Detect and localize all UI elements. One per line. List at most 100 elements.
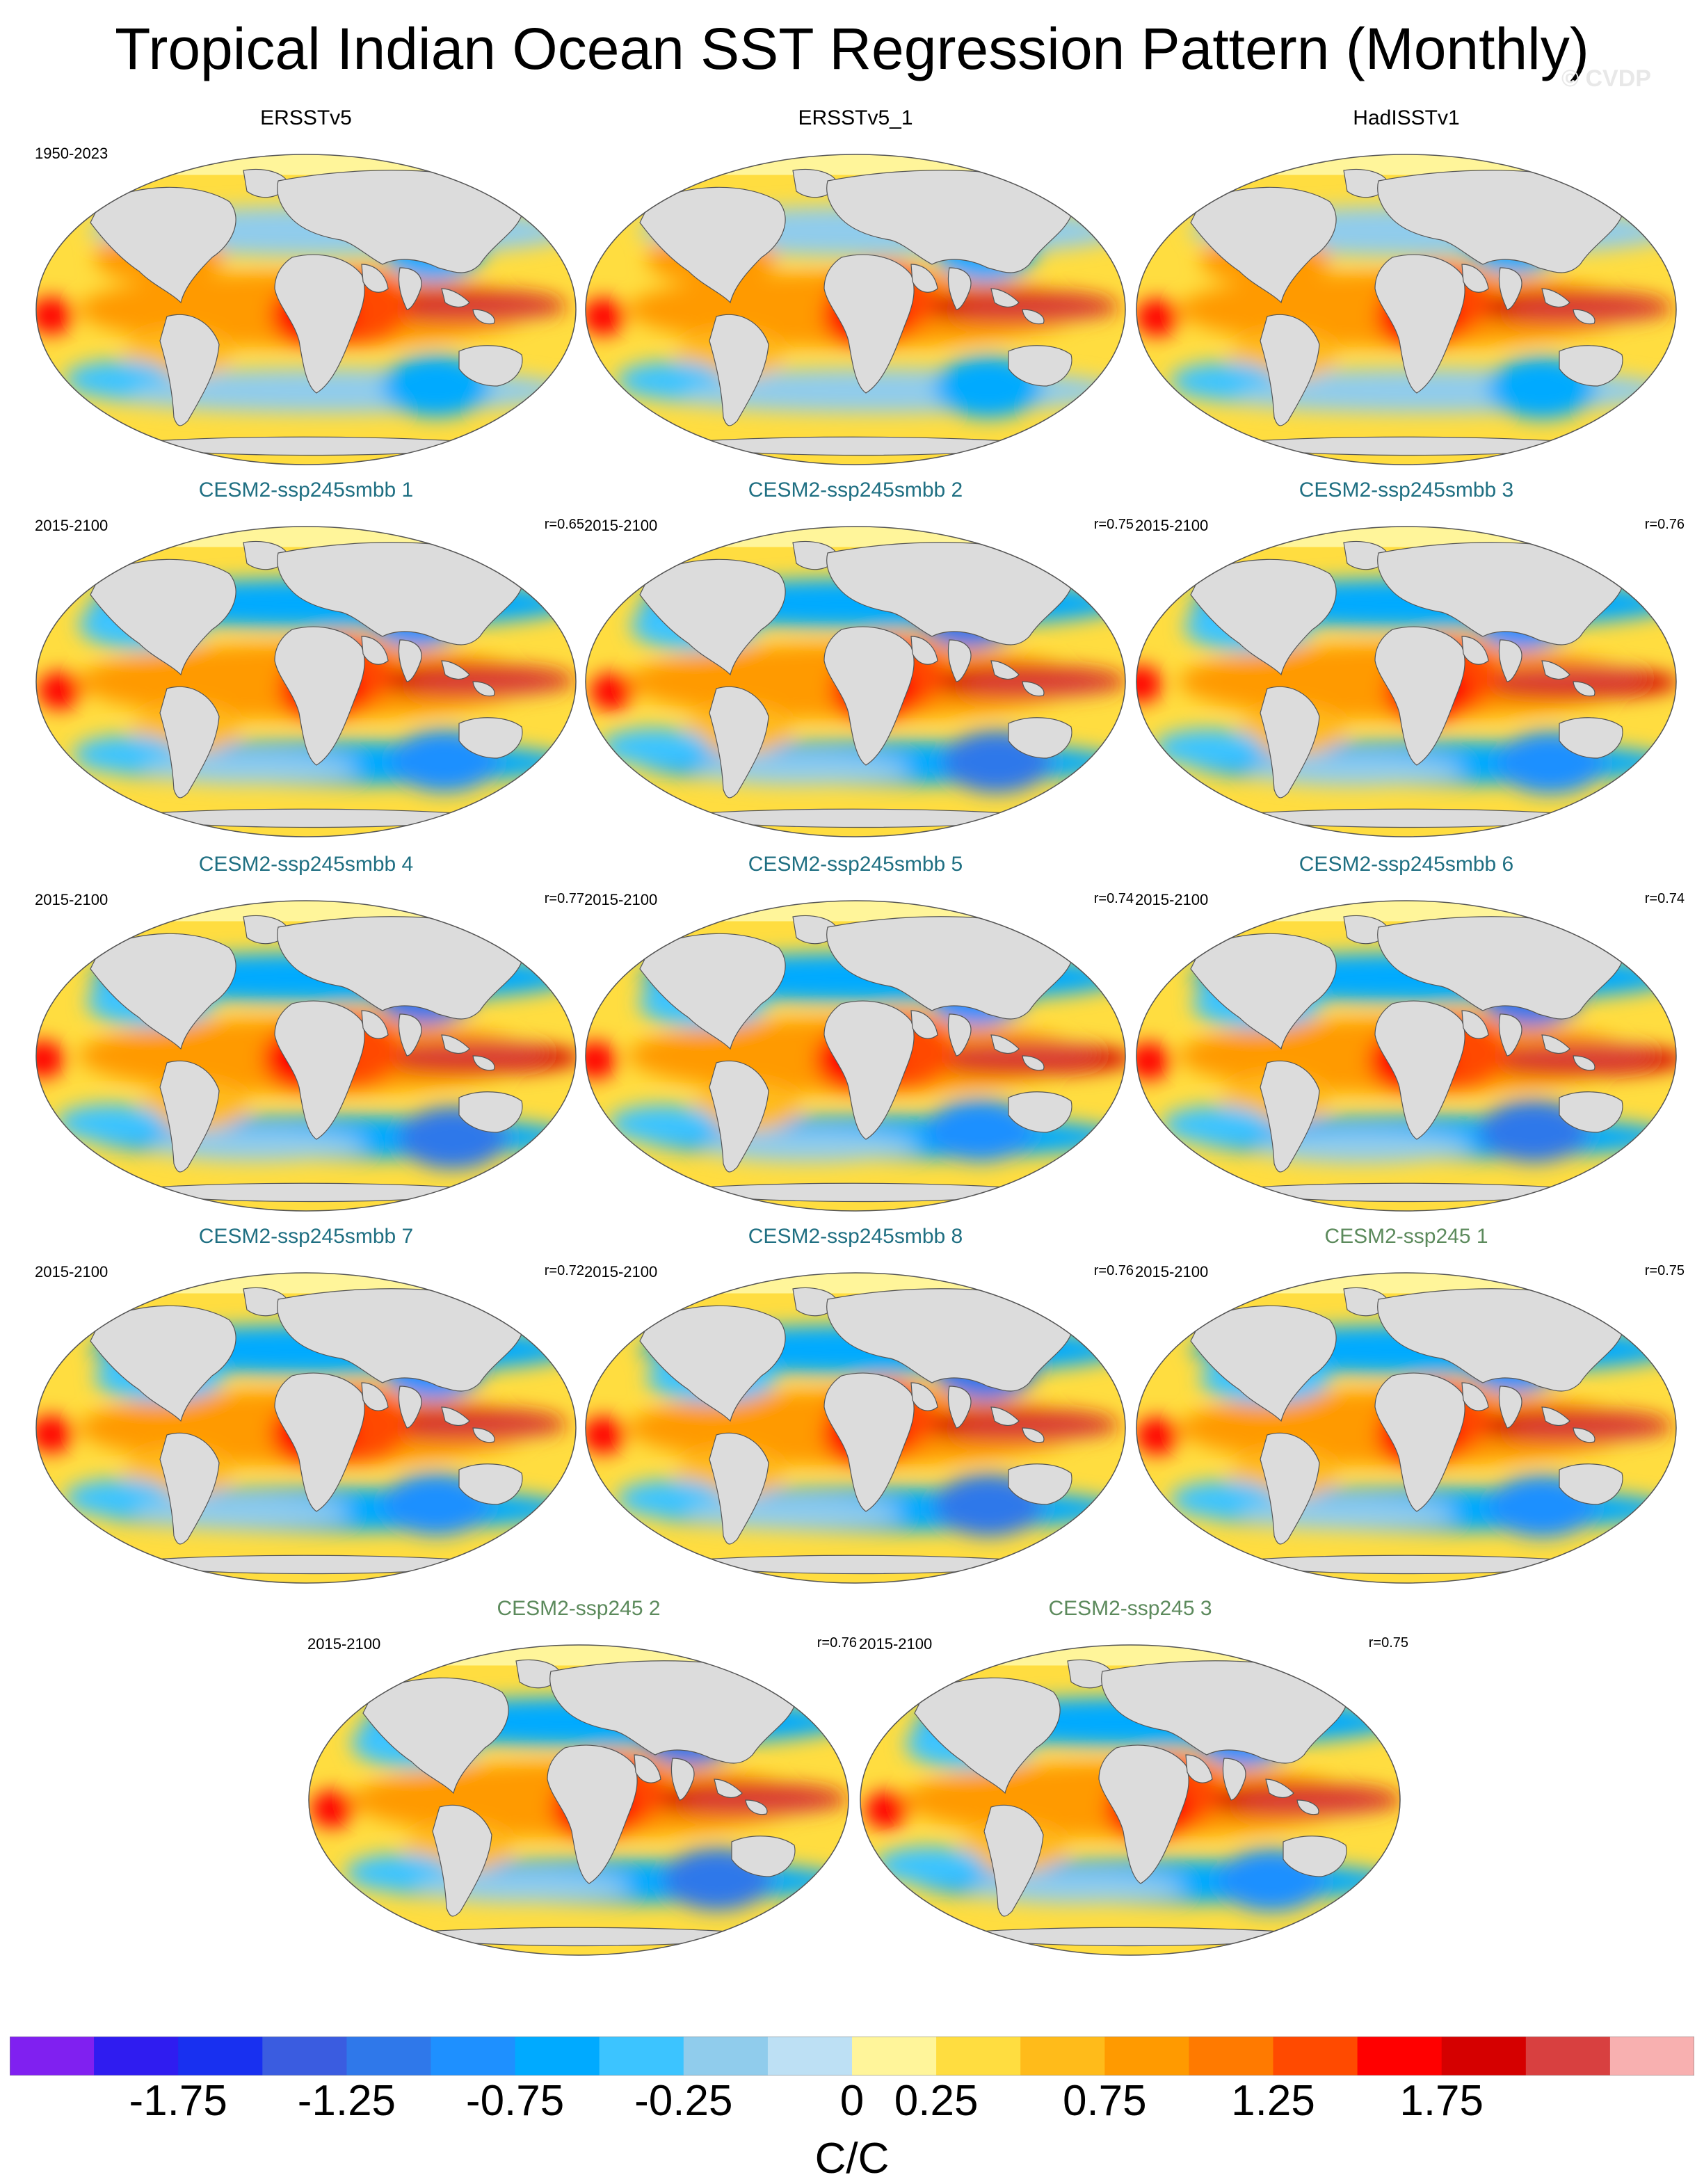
map-border — [585, 1272, 1126, 1584]
map-panel: CESM2-ssp245smbb 1 2015-2100 r=0.65 — [28, 479, 584, 838]
map-border — [1136, 900, 1677, 1212]
panel-title: CESM2-ssp245 3 — [1048, 1597, 1212, 1620]
land-africa — [1374, 254, 1465, 394]
land-south-america — [159, 1432, 220, 1545]
land-arabia — [1185, 1754, 1213, 1783]
land-se-asia-islands — [1541, 288, 1596, 325]
land-masses — [90, 915, 523, 1203]
land-south-america — [709, 314, 769, 426]
land-arabia — [361, 1382, 389, 1411]
land-australia — [1008, 1091, 1072, 1133]
land-arabia — [1461, 636, 1489, 665]
panel-title: CESM2-ssp245smbb 1 — [198, 479, 414, 501]
panel-title: CESM2-ssp245smbb 4 — [198, 853, 414, 876]
land-south-america — [709, 686, 769, 798]
land-se-asia-islands — [990, 288, 1045, 325]
colorbar-tick-label: 1.75 — [1399, 2077, 1484, 2125]
arctic-band — [1136, 154, 1676, 175]
panel-pattern-correlation: r=0.76 — [1644, 517, 1685, 532]
map-border — [35, 526, 577, 837]
colorbar-box — [1525, 2037, 1611, 2075]
land-antarctica — [667, 436, 1044, 456]
map-panel: CESM2-ssp245 2 2015-2100 r=0.76 — [300, 1597, 857, 1957]
arctic-band — [1136, 901, 1676, 922]
figure-title: Tropical Indian Ocean SST Regression Pat… — [115, 16, 1589, 81]
panel-years: 2015-2100 — [584, 891, 658, 908]
land-south-america — [1260, 686, 1320, 798]
sst-regression-map — [35, 900, 577, 1212]
panel-years: 2015-2100 — [1135, 891, 1209, 908]
map-panel: CESM2-ssp245smbb 4 2015-2100 r=0.77 — [28, 853, 584, 1212]
sst-regression-map — [1136, 1272, 1677, 1584]
land-north-america — [1190, 559, 1337, 676]
colorbar-box — [431, 2037, 516, 2075]
map-panel: CESM2-ssp245smbb 8 2015-2100 r=0.76 — [577, 1225, 1134, 1584]
arctic-band — [36, 901, 576, 922]
land-australia — [458, 1091, 523, 1133]
land-north-america — [90, 933, 236, 1050]
land-antarctica — [667, 1182, 1044, 1203]
land-india — [1498, 639, 1522, 682]
panel-years: 2015-2100 — [307, 1635, 381, 1653]
land-north-america — [90, 186, 236, 304]
sst-regression-map — [1136, 154, 1677, 465]
map-panel: CESM2-ssp245 3 2015-2100 r=0.75 — [852, 1597, 1408, 1957]
colorbar-box — [767, 2037, 853, 2075]
land-australia — [731, 1836, 796, 1877]
colorbar-tick-label: -0.75 — [465, 2077, 565, 2125]
land-south-america — [709, 1060, 769, 1173]
land-india — [947, 639, 972, 682]
colorbar-box — [262, 2037, 347, 2075]
arctic-band — [860, 1645, 1400, 1666]
map-panel: CESM2-ssp245 1 2015-2100 r=0.75 — [1128, 1225, 1685, 1584]
land-south-america — [1260, 1432, 1320, 1545]
land-arabia — [910, 636, 938, 665]
land-south-america — [159, 314, 220, 426]
land-india — [947, 1013, 972, 1057]
land-africa — [274, 626, 365, 766]
land-south-america — [159, 686, 220, 798]
map-border — [1136, 526, 1677, 837]
map-border — [1136, 1272, 1677, 1584]
land-arabia — [910, 264, 938, 293]
arctic-band — [586, 527, 1125, 547]
colorbar-box — [178, 2037, 263, 2075]
panel-pattern-correlation: r=0.76 — [1093, 1263, 1134, 1278]
land-africa — [274, 1372, 365, 1512]
colorbar-tick-label: 0 — [839, 2077, 865, 2125]
land-australia — [1559, 345, 1623, 387]
map-panel: ERSSTv5_1 — [577, 106, 1134, 466]
land-se-asia-islands — [441, 1406, 495, 1443]
land-masses — [1190, 168, 1623, 456]
map-border — [585, 526, 1126, 837]
land-south-america — [432, 1804, 492, 1917]
panel-years: 1950-2023 — [35, 145, 108, 162]
land-arabia — [910, 1382, 938, 1411]
land-arabia — [361, 636, 389, 665]
land-north-america — [639, 1305, 786, 1422]
panel-title: CESM2-ssp245smbb 5 — [748, 853, 963, 876]
panel-years: 2015-2100 — [584, 1263, 658, 1280]
panel-years: 2015-2100 — [1135, 517, 1209, 534]
land-africa — [1374, 1000, 1465, 1140]
sst-regression-map — [585, 1272, 1126, 1584]
sst-regression-map — [585, 154, 1126, 465]
panel-title: CESM2-ssp245smbb 7 — [198, 1225, 414, 1248]
land-antarctica — [667, 1555, 1044, 1575]
land-india — [398, 1013, 422, 1057]
land-se-asia-islands — [441, 288, 495, 325]
land-se-asia-islands — [441, 660, 495, 697]
map-panel: CESM2-ssp245smbb 7 2015-2100 r=0.72 — [28, 1225, 584, 1584]
panel-title: CESM2-ssp245smbb 2 — [748, 479, 963, 501]
map-border — [35, 1272, 577, 1584]
land-masses — [639, 1287, 1072, 1575]
land-africa — [823, 1372, 915, 1512]
panel-years: 2015-2100 — [35, 1263, 108, 1280]
land-india — [947, 267, 972, 310]
colorbar-box — [852, 2037, 937, 2075]
land-antarctica — [942, 1927, 1319, 1947]
land-australia — [458, 345, 523, 387]
colorbar-box — [1609, 2037, 1694, 2075]
land-australia — [458, 717, 523, 759]
colorbar-tick-label: 1.25 — [1231, 2077, 1315, 2125]
